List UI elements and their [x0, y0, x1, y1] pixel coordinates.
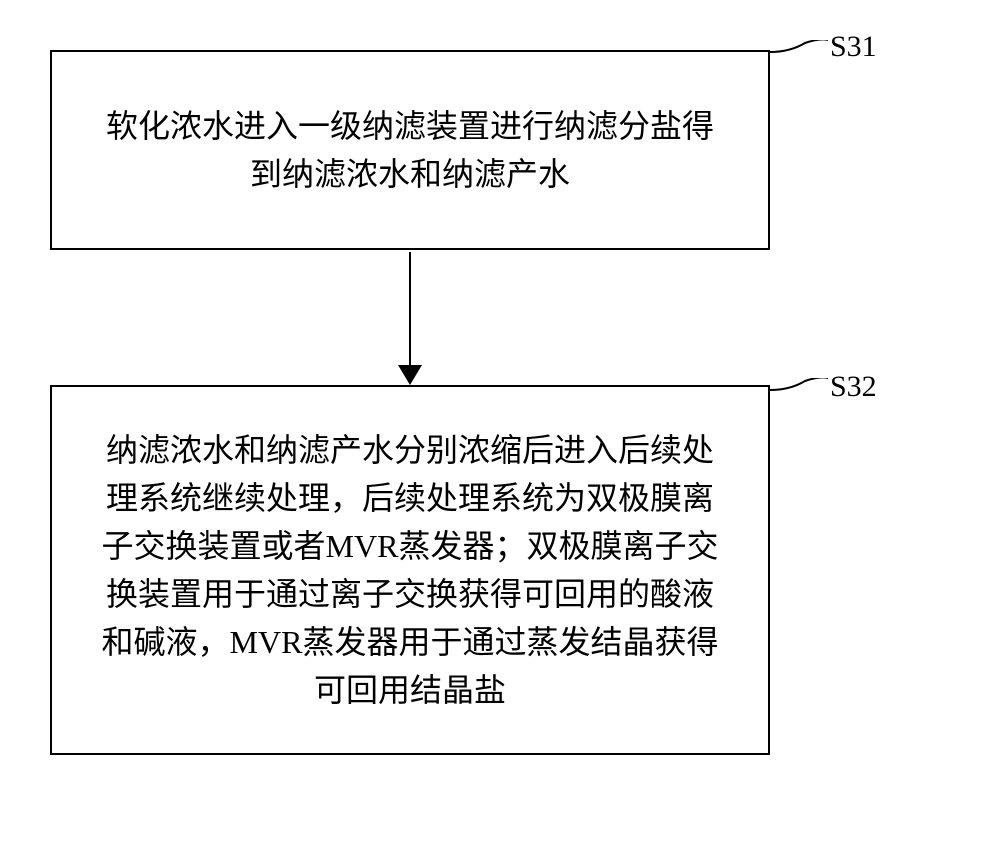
step-label-s32: S32: [830, 370, 877, 404]
step-label-s31: S31: [830, 30, 877, 64]
process-box-s31: 软化浓水进入一级纳滤装置进行纳滤分盐得到纳滤浓水和纳滤产水: [50, 50, 770, 250]
process-text-s31: 软化浓水进入一级纳滤装置进行纳滤分盐得到纳滤浓水和纳滤产水: [92, 102, 728, 198]
connector-curve-s31: [770, 40, 830, 60]
connector-curve-s32: [770, 378, 830, 398]
process-box-s32: 纳滤浓水和纳滤产水分别浓缩后进入后续处理系统继续处理，后续处理系统为双极膜离子交…: [50, 385, 770, 755]
process-text-s32: 纳滤浓水和纳滤产水分别浓缩后进入后续处理系统继续处理，后续处理系统为双极膜离子交…: [92, 426, 728, 714]
flowchart-container: 软化浓水进入一级纳滤装置进行纳滤分盐得到纳滤浓水和纳滤产水 S31 纳滤浓水和纳…: [0, 0, 1000, 860]
arrow-s31-to-s32: [390, 252, 430, 385]
